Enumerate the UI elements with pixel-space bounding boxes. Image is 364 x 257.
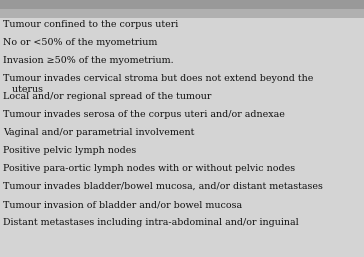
Text: Positive para-ortic lymph nodes with or without pelvic nodes: Positive para-ortic lymph nodes with or … bbox=[3, 164, 295, 173]
Bar bbox=[0, 0, 364, 9]
Text: Positive pelvic lymph nodes: Positive pelvic lymph nodes bbox=[3, 146, 136, 155]
Text: Local and/or regional spread of the tumour: Local and/or regional spread of the tumo… bbox=[3, 92, 211, 101]
Text: uterus: uterus bbox=[3, 85, 43, 94]
Text: Tumour invades bladder/bowel mucosa, and/or distant metastases: Tumour invades bladder/bowel mucosa, and… bbox=[3, 182, 323, 191]
Text: Tumour confined to the corpus uteri: Tumour confined to the corpus uteri bbox=[3, 20, 178, 29]
Text: Invasion ≥50% of the myometrium.: Invasion ≥50% of the myometrium. bbox=[3, 56, 174, 65]
Text: Tumour invades serosa of the corpus uteri and/or adnexae: Tumour invades serosa of the corpus uter… bbox=[3, 110, 285, 119]
Text: Distant metastases including intra-abdominal and/or inguinal: Distant metastases including intra-abdom… bbox=[3, 218, 299, 227]
Text: No or <50% of the myometrium: No or <50% of the myometrium bbox=[3, 38, 157, 47]
Bar bbox=[0, 9, 364, 18]
Text: Tumour invades cervical stroma but does not extend beyond the: Tumour invades cervical stroma but does … bbox=[3, 74, 313, 83]
Text: Vaginal and/or parametrial involvement: Vaginal and/or parametrial involvement bbox=[3, 128, 194, 137]
Text: Tumour invasion of bladder and/or bowel mucosa: Tumour invasion of bladder and/or bowel … bbox=[3, 200, 242, 209]
